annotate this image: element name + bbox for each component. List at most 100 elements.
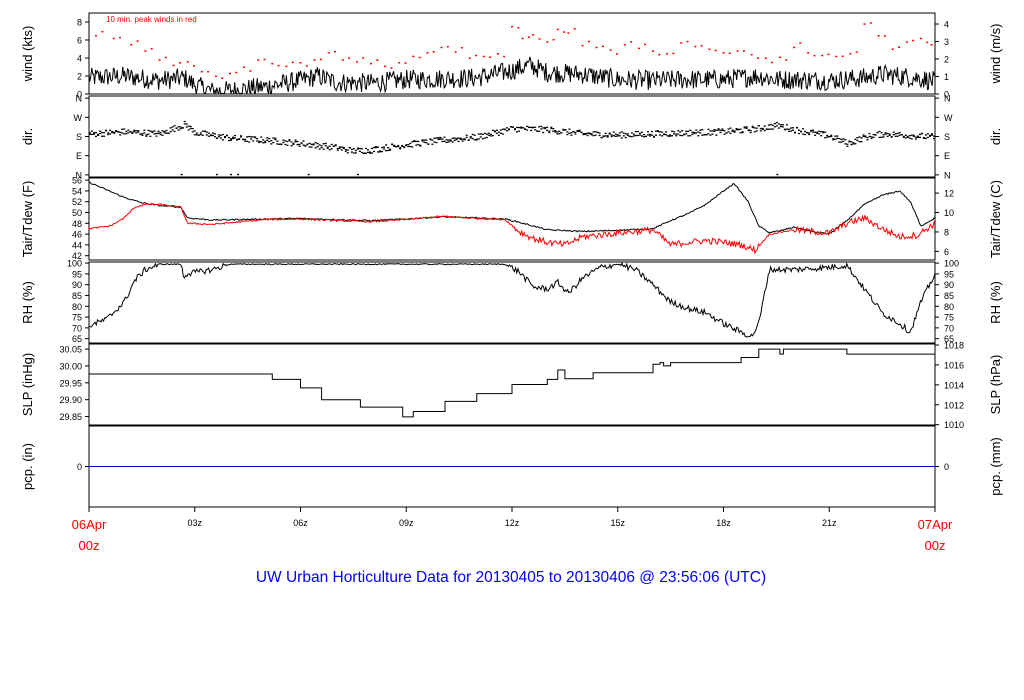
panel-series-group [89, 181, 935, 255]
dir-mark [616, 134, 619, 136]
dir-mark [230, 138, 232, 140]
dir-mark [769, 128, 772, 130]
dir-mark [820, 135, 823, 137]
dir-mark [753, 127, 756, 129]
peak-wind-mark [891, 48, 894, 50]
dir-mark [322, 148, 325, 150]
dir-mark [435, 137, 438, 139]
y-tick-label-right: 70 [944, 323, 954, 333]
dir-mark [252, 136, 255, 138]
dir-mark [528, 126, 531, 128]
dir-mark [747, 129, 750, 131]
dir-mark [767, 124, 770, 126]
dir-mark [493, 131, 496, 133]
y-tick-label-right: 12 [944, 189, 954, 199]
dir-mark [598, 132, 601, 134]
dir-mark [904, 134, 907, 136]
y-axis-label-right: pcp. (mm) [988, 437, 1003, 496]
peak-wind-mark [644, 43, 647, 46]
dir-mark [278, 143, 281, 145]
dir-mark [473, 134, 476, 136]
dir-mark [252, 140, 255, 142]
dir-mark [463, 138, 466, 140]
dir-mark [121, 128, 124, 130]
peak-wind-mark [362, 57, 365, 59]
dir-mark [526, 125, 529, 128]
dir-mark [99, 132, 102, 135]
dir-mark [141, 134, 144, 136]
dir-mark [318, 148, 321, 150]
peak-wind-mark [221, 77, 224, 79]
dir-mark [153, 130, 156, 132]
dir-mark [429, 138, 432, 141]
peak-wind-mark [552, 39, 555, 41]
dir-mark [387, 147, 390, 149]
dir-mark [524, 128, 527, 130]
dir-mark [854, 138, 857, 140]
dir-mark [880, 132, 883, 134]
dir-mark [916, 136, 919, 138]
dir-mark [844, 139, 847, 141]
dir-mark [469, 136, 472, 138]
dir-mark [352, 148, 355, 150]
dir-mark [183, 123, 186, 125]
dir-mark [715, 129, 718, 131]
dir-mark [638, 134, 641, 136]
dir-mark [483, 137, 486, 139]
dir-mark [701, 134, 704, 136]
dir-mark [288, 139, 291, 141]
dir-mark [147, 129, 150, 132]
dir-mark [133, 131, 136, 133]
y-tick-label-left: 30.05 [59, 345, 82, 355]
dir-mark [788, 130, 790, 132]
dir-mark [798, 129, 800, 131]
dir-mark [729, 132, 732, 134]
peak-wind-mark [546, 41, 549, 43]
dir-mark [779, 124, 782, 126]
dir-mark [320, 147, 323, 149]
y-tick-label-left: 50 [72, 208, 82, 218]
dir-mark [606, 135, 609, 137]
dir-mark [522, 127, 525, 129]
dir-mark [540, 128, 543, 130]
dir-mark [653, 136, 655, 138]
peak-wind-mark [538, 38, 541, 40]
dir-mark [195, 132, 198, 134]
dir-mark [673, 131, 676, 133]
dir-mark [860, 141, 863, 143]
dir-mark [785, 124, 788, 126]
dir-mark [707, 133, 710, 135]
dir-mark [884, 132, 887, 134]
dir-mark [447, 141, 450, 143]
dir-mark [312, 143, 315, 145]
panel-frame [88, 261, 936, 344]
dir-mark [822, 131, 825, 133]
dir-mark [892, 131, 895, 133]
dir-mark [653, 135, 655, 138]
peak-wind-mark [778, 56, 781, 59]
dir-mark [594, 131, 597, 133]
dir-mark [427, 143, 430, 145]
peak-wind-mark [503, 55, 506, 58]
peak-wind-mark [694, 45, 697, 48]
dir-mark [113, 131, 116, 133]
peak-wind-mark [609, 49, 612, 51]
dir-mark [910, 134, 913, 136]
peak-wind-mark [771, 61, 774, 64]
dir-mark [689, 135, 692, 137]
dir-mark [441, 140, 444, 143]
dir-mark [365, 152, 367, 154]
dir-mark [624, 133, 627, 135]
dir-mark [894, 133, 897, 135]
dir-mark [207, 135, 210, 137]
dir-mark [113, 132, 116, 134]
dir-mark [620, 131, 623, 133]
dir-mark [340, 146, 343, 148]
dir-mark [667, 135, 670, 137]
dir-mark [852, 142, 855, 144]
dir-mark [501, 133, 504, 135]
dir-mark [594, 134, 597, 136]
y-axis-label-left: RH (%) [20, 281, 35, 324]
dir-mark [346, 149, 349, 151]
peak-wind-mark [299, 62, 302, 64]
